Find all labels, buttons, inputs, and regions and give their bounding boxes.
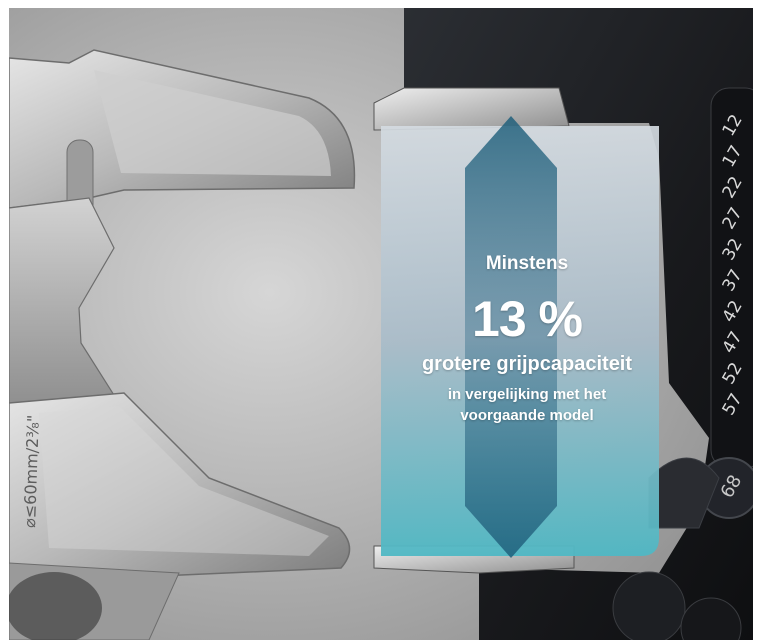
new-wrench: 12 17 22 27 32 37 42 47 52 57 68 xyxy=(373,8,753,640)
double-arrow-icon xyxy=(465,116,557,558)
percentage-text: 13 % xyxy=(472,291,583,347)
main-claim-text: grotere grijpcapaciteit xyxy=(421,353,633,375)
intro-text: Minstens xyxy=(485,253,569,274)
capacity-overlay xyxy=(381,116,659,558)
product-image: ⌀≤60mm/2⅜" 12 17 22 27 32 37 42 47 52 57 xyxy=(9,8,753,640)
engraving-text: ⌀≤60mm/2⅜" xyxy=(20,415,43,529)
subline-1: in vergelijking met het xyxy=(447,386,607,403)
wrench-comparison-illustration: ⌀≤60mm/2⅜" 12 17 22 27 32 37 42 47 52 57 xyxy=(9,8,753,640)
subline-2: voorgaande model xyxy=(460,407,594,424)
old-wrench: ⌀≤60mm/2⅜" xyxy=(9,49,356,640)
